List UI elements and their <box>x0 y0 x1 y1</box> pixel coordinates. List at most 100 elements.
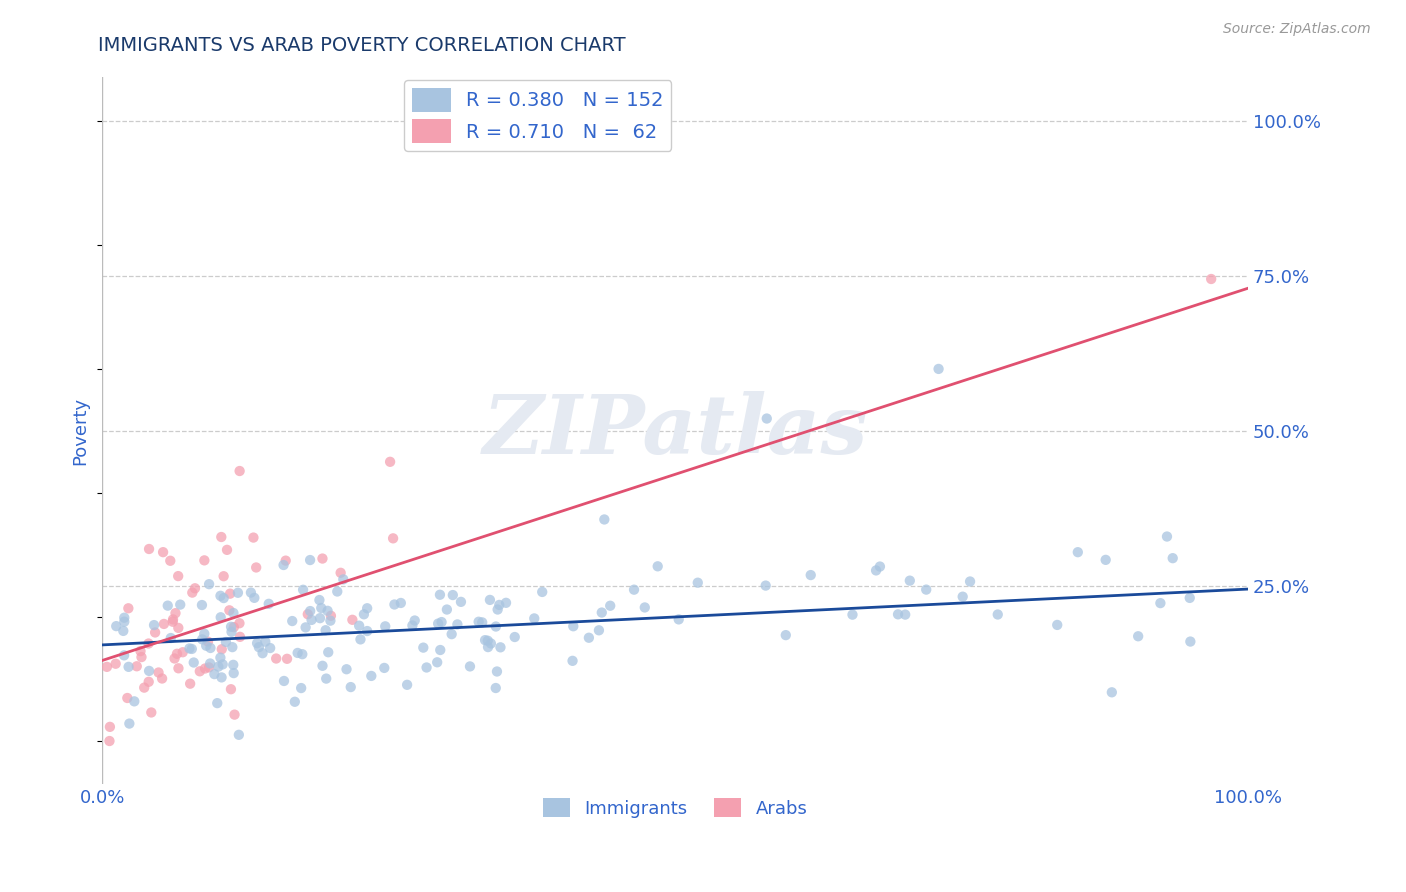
Point <box>141 706 163 720</box>
Point <box>775 628 797 642</box>
Point <box>222 606 245 620</box>
Point <box>118 716 141 731</box>
Point <box>191 632 214 647</box>
Point <box>360 669 382 683</box>
Point <box>209 589 232 603</box>
Point <box>429 643 451 657</box>
Point <box>316 604 339 618</box>
Point <box>1161 551 1184 566</box>
Point <box>281 614 304 628</box>
Point <box>1101 685 1123 699</box>
Point <box>276 652 298 666</box>
Point <box>226 586 249 600</box>
Point <box>257 597 280 611</box>
Point <box>593 512 616 526</box>
Point <box>319 608 342 623</box>
Point <box>198 657 221 671</box>
Point <box>1149 596 1171 610</box>
Point <box>165 606 187 620</box>
Point <box>105 619 128 633</box>
Point <box>184 581 207 595</box>
Point <box>179 676 201 690</box>
Point <box>222 620 245 634</box>
Point <box>315 672 337 686</box>
Point <box>239 585 262 599</box>
Point <box>159 631 181 645</box>
Point <box>198 660 221 674</box>
Point <box>273 673 295 688</box>
Point <box>1094 553 1116 567</box>
Point <box>319 614 342 628</box>
Point <box>446 617 468 632</box>
Point <box>634 600 657 615</box>
Point <box>1046 618 1069 632</box>
Point <box>1128 629 1150 643</box>
Point <box>474 633 496 648</box>
Point <box>224 707 246 722</box>
Point <box>167 569 190 583</box>
Point <box>112 648 135 663</box>
Point <box>458 659 481 673</box>
Point <box>222 657 245 672</box>
Point <box>309 611 332 625</box>
Point <box>342 613 364 627</box>
Point <box>198 577 221 591</box>
Point <box>561 654 583 668</box>
Point <box>125 659 148 673</box>
Point <box>959 574 981 589</box>
Point <box>485 619 508 633</box>
Point <box>477 633 499 648</box>
Point <box>578 631 600 645</box>
Point <box>166 647 188 661</box>
Point <box>124 694 146 708</box>
Point <box>221 624 243 639</box>
Point <box>211 642 233 657</box>
Point <box>1199 272 1222 286</box>
Text: ZIPatlas: ZIPatlas <box>482 391 868 471</box>
Point <box>389 596 412 610</box>
Point <box>96 660 118 674</box>
Point <box>138 636 160 650</box>
Point <box>623 582 645 597</box>
Point <box>898 574 921 588</box>
Point <box>117 660 139 674</box>
Point <box>207 659 229 673</box>
Point <box>928 362 950 376</box>
Point <box>243 591 266 605</box>
Point <box>373 661 395 675</box>
Point <box>284 695 307 709</box>
Point <box>188 665 211 679</box>
Point <box>218 603 240 617</box>
Point <box>1178 591 1201 605</box>
Point <box>212 591 235 605</box>
Point <box>112 611 135 625</box>
Point <box>163 651 186 665</box>
Point <box>384 598 406 612</box>
Point <box>292 582 315 597</box>
Point <box>686 575 709 590</box>
Point <box>401 618 423 632</box>
Point <box>488 598 510 612</box>
Legend: Immigrants, Arabs: Immigrants, Arabs <box>536 791 815 825</box>
Point <box>172 645 194 659</box>
Point <box>229 630 252 644</box>
Point <box>143 625 166 640</box>
Point <box>150 672 173 686</box>
Point <box>291 647 314 661</box>
Point <box>382 532 405 546</box>
Point <box>112 624 135 638</box>
Point <box>156 599 179 613</box>
Point <box>495 596 517 610</box>
Point <box>347 618 370 632</box>
Point <box>167 621 190 635</box>
Point <box>209 530 232 544</box>
Point <box>98 734 121 748</box>
Point <box>143 618 166 632</box>
Point <box>668 612 690 626</box>
Point <box>311 658 333 673</box>
Point <box>426 655 449 669</box>
Point <box>412 640 434 655</box>
Point <box>349 632 371 647</box>
Point <box>134 681 156 695</box>
Point <box>523 611 546 625</box>
